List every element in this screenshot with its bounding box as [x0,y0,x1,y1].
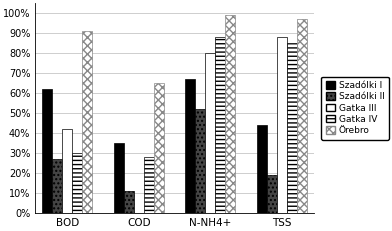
Bar [195,109,205,213]
Bar [205,53,216,213]
Bar [62,129,73,213]
Bar [73,153,82,213]
Legend: Szadólki I, Szadólki II, Gatka III, Gatka IV, Örebro: Szadólki I, Szadólki II, Gatka III, Gatk… [321,76,389,140]
Bar [185,79,195,213]
Bar [82,31,93,213]
Bar [297,19,307,213]
Bar [225,15,236,213]
Bar [124,191,134,213]
Bar [257,125,267,213]
Bar [154,83,164,213]
Bar [114,143,124,213]
Bar [42,89,52,213]
Bar [144,157,154,213]
Bar [216,37,225,213]
Bar [277,37,287,213]
Bar [267,175,277,213]
Bar [287,43,297,213]
Bar [52,159,62,213]
